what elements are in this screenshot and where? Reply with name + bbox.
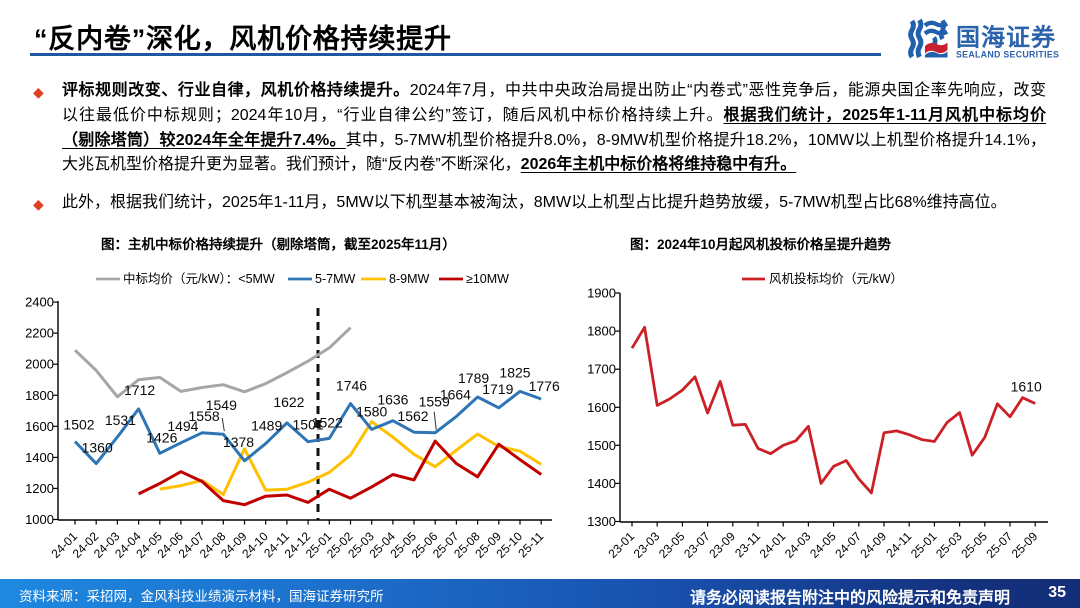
svg-text:25-03: 25-03 bbox=[933, 529, 965, 561]
svg-text:23-11: 23-11 bbox=[732, 529, 763, 560]
svg-text:风机投标均价（元/kW）: 风机投标均价（元/kW） bbox=[769, 271, 903, 286]
svg-text:1378: 1378 bbox=[223, 434, 254, 450]
svg-text:23-09: 23-09 bbox=[706, 529, 738, 561]
svg-text:24-05: 24-05 bbox=[807, 529, 839, 561]
svg-text:1800: 1800 bbox=[587, 324, 616, 339]
svg-text:2400: 2400 bbox=[25, 295, 54, 310]
svg-text:25-11: 25-11 bbox=[515, 529, 546, 560]
svg-text:23-05: 23-05 bbox=[656, 529, 688, 561]
svg-text:1522: 1522 bbox=[312, 414, 343, 430]
svg-text:5-7MW: 5-7MW bbox=[315, 272, 355, 286]
svg-text:1400: 1400 bbox=[587, 476, 616, 491]
svg-text:23-01: 23-01 bbox=[606, 529, 638, 561]
svg-text:25-05: 25-05 bbox=[958, 529, 990, 561]
svg-text:SEALAND SECURITIES: SEALAND SECURITIES bbox=[956, 50, 1059, 60]
svg-text:1580: 1580 bbox=[356, 403, 387, 419]
svg-text:2200: 2200 bbox=[25, 326, 54, 341]
svg-text:国海证券: 国海证券 bbox=[956, 24, 1056, 52]
svg-text:1600: 1600 bbox=[587, 400, 616, 415]
svg-text:1489: 1489 bbox=[251, 418, 282, 434]
svg-text:1664: 1664 bbox=[440, 386, 471, 402]
svg-text:24-11: 24-11 bbox=[883, 529, 914, 560]
svg-text:23-03: 23-03 bbox=[631, 529, 663, 561]
svg-text:24-09: 24-09 bbox=[858, 529, 890, 561]
svg-text:1825: 1825 bbox=[499, 364, 530, 380]
svg-text:1558: 1558 bbox=[189, 408, 220, 424]
svg-text:图：主机中标价格持续提升（剔除塔筒，截至2025年11月）: 图：主机中标价格持续提升（剔除塔筒，截至2025年11月） bbox=[101, 236, 456, 252]
svg-text:1622: 1622 bbox=[273, 394, 304, 410]
svg-text:1502: 1502 bbox=[63, 417, 94, 433]
svg-text:1776: 1776 bbox=[529, 378, 560, 394]
svg-text:1500: 1500 bbox=[587, 438, 616, 453]
svg-text:1531: 1531 bbox=[105, 412, 136, 428]
svg-text:1900: 1900 bbox=[587, 286, 616, 301]
svg-text:23-07: 23-07 bbox=[681, 529, 713, 561]
svg-text:1800: 1800 bbox=[25, 388, 54, 403]
svg-text:1300: 1300 bbox=[587, 514, 616, 529]
svg-text:1610: 1610 bbox=[1011, 379, 1042, 395]
svg-text:1700: 1700 bbox=[587, 362, 616, 377]
svg-text:1000: 1000 bbox=[25, 512, 54, 527]
svg-text:1636: 1636 bbox=[377, 392, 408, 408]
svg-text:中标均价（元/kW）：<5MW: 中标均价（元/kW）：<5MW bbox=[123, 271, 275, 286]
svg-text:24-03: 24-03 bbox=[782, 529, 814, 561]
svg-text:25-07: 25-07 bbox=[984, 529, 1016, 561]
svg-text:≥10MW: ≥10MW bbox=[466, 272, 509, 286]
svg-text:1494: 1494 bbox=[167, 418, 198, 434]
svg-text:1746: 1746 bbox=[336, 378, 367, 394]
svg-text:24-01: 24-01 bbox=[757, 529, 789, 561]
svg-text:2000: 2000 bbox=[25, 357, 54, 372]
svg-text:1559: 1559 bbox=[419, 394, 450, 410]
svg-text:1200: 1200 bbox=[25, 481, 54, 496]
svg-text:图：2024年10月起风机投标价格呈提升趋势: 图：2024年10月起风机投标价格呈提升趋势 bbox=[630, 236, 892, 252]
svg-text:1562: 1562 bbox=[397, 408, 428, 424]
svg-text:25-01: 25-01 bbox=[908, 529, 940, 561]
svg-text:1400: 1400 bbox=[25, 450, 54, 465]
svg-text:8-9MW: 8-9MW bbox=[389, 272, 429, 286]
svg-text:1719: 1719 bbox=[482, 381, 513, 397]
svg-text:1360: 1360 bbox=[82, 440, 113, 456]
svg-text:1600: 1600 bbox=[25, 419, 54, 434]
svg-text:25-09: 25-09 bbox=[1009, 529, 1041, 561]
svg-text:1549: 1549 bbox=[206, 397, 237, 413]
svg-text:1426: 1426 bbox=[146, 429, 177, 445]
svg-text:24-07: 24-07 bbox=[832, 529, 864, 561]
svg-text:1501: 1501 bbox=[293, 417, 324, 433]
svg-text:1712: 1712 bbox=[124, 382, 155, 398]
svg-text:1789: 1789 bbox=[458, 370, 489, 386]
